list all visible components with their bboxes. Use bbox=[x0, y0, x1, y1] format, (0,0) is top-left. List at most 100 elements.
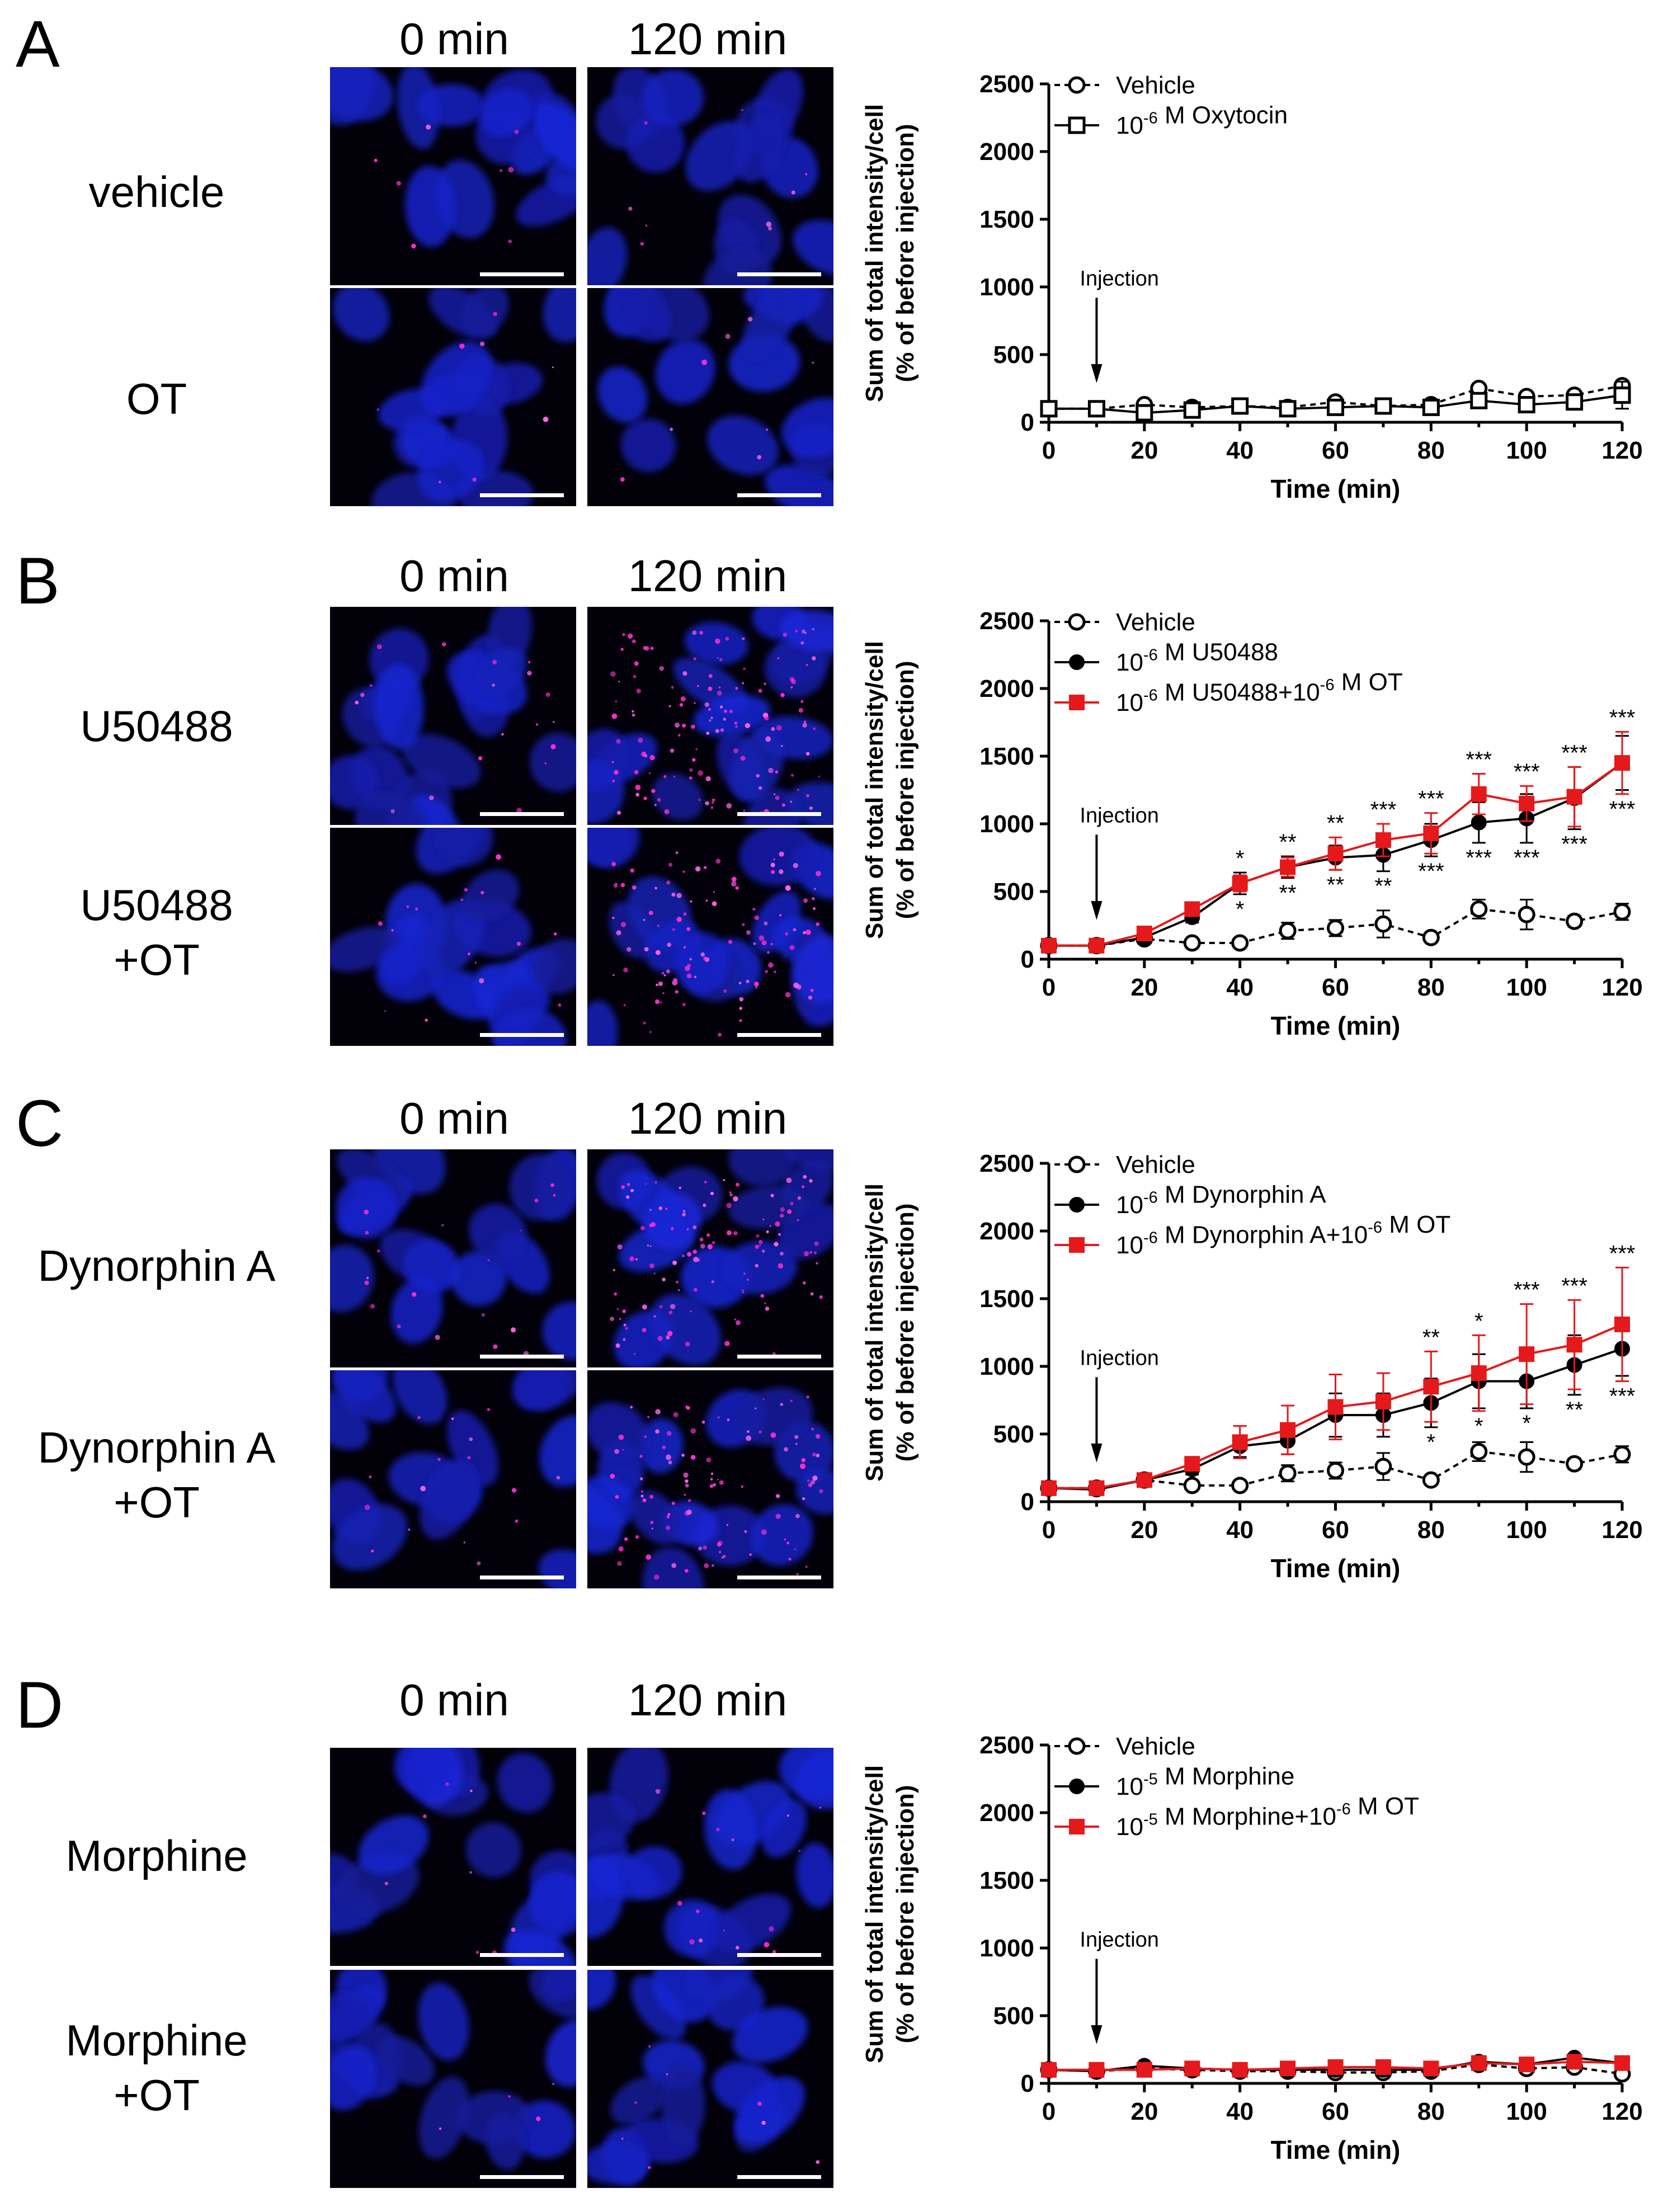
punctum bbox=[635, 793, 640, 797]
punctum bbox=[747, 1430, 750, 1433]
data-point bbox=[1183, 934, 1201, 952]
injection-annotation: Injection bbox=[1080, 804, 1159, 828]
significance-above: *** bbox=[1561, 1274, 1587, 1298]
row-label-line: Morphine bbox=[65, 1831, 248, 1880]
punctum bbox=[785, 932, 789, 936]
x-tick-label: 60 bbox=[1322, 437, 1349, 464]
nucleus bbox=[538, 1549, 576, 1588]
punctum bbox=[649, 1245, 652, 1247]
nucleus bbox=[477, 648, 527, 695]
punctum bbox=[500, 169, 503, 172]
punctum bbox=[673, 1412, 679, 1417]
scale-bar bbox=[480, 1953, 564, 1957]
punctum bbox=[704, 1181, 707, 1183]
punctum bbox=[789, 945, 795, 950]
punctum bbox=[744, 1530, 747, 1533]
micrograph bbox=[330, 607, 576, 825]
punctum bbox=[805, 173, 808, 176]
punctum bbox=[753, 942, 756, 945]
y-tick-label: 500 bbox=[993, 1421, 1034, 1448]
punctum bbox=[742, 682, 745, 685]
legend-label: Vehicle bbox=[1116, 609, 1195, 636]
punctum bbox=[816, 871, 821, 876]
micrograph bbox=[587, 288, 833, 506]
punctum bbox=[717, 1542, 722, 1547]
x-axis-label: Time (min) bbox=[1271, 1011, 1401, 1040]
data-point bbox=[1087, 400, 1105, 418]
punctum bbox=[699, 1237, 704, 1242]
punctum bbox=[553, 932, 557, 936]
punctum bbox=[685, 1342, 690, 1347]
x-tick-label: 100 bbox=[1506, 2098, 1547, 2125]
scale-bar bbox=[480, 493, 564, 497]
punctum bbox=[726, 1524, 728, 1526]
punctum bbox=[667, 942, 671, 947]
column-label: 0 min bbox=[399, 1675, 509, 1725]
punctum bbox=[672, 1260, 677, 1265]
punctum bbox=[460, 898, 463, 901]
punctum bbox=[654, 1574, 659, 1580]
punctum bbox=[370, 684, 373, 687]
punctum bbox=[733, 1196, 738, 1202]
x-tick-label: 80 bbox=[1417, 2098, 1445, 2125]
nucleus bbox=[332, 288, 390, 342]
data-point bbox=[1471, 786, 1487, 802]
punctum bbox=[747, 1279, 750, 1281]
punctum bbox=[508, 167, 514, 173]
punctum bbox=[629, 1256, 634, 1261]
punctum bbox=[611, 761, 614, 763]
punctum bbox=[612, 974, 615, 977]
punctum bbox=[713, 891, 715, 893]
x-tick-label: 20 bbox=[1130, 2098, 1158, 2125]
nucleus bbox=[693, 695, 771, 737]
data-point bbox=[1470, 900, 1488, 918]
punctum bbox=[706, 1457, 712, 1463]
significance-above: * bbox=[1474, 1309, 1483, 1333]
micrograph bbox=[587, 1748, 833, 1966]
nucleus bbox=[503, 1930, 576, 1966]
punctum bbox=[626, 947, 632, 952]
punctum bbox=[764, 921, 768, 926]
punctum bbox=[780, 1214, 784, 1218]
punctum bbox=[774, 970, 776, 974]
data-point bbox=[1327, 919, 1344, 937]
punctum bbox=[780, 1403, 784, 1406]
nucleus bbox=[587, 227, 628, 285]
punctum bbox=[481, 1313, 486, 1317]
nucleus bbox=[436, 828, 493, 866]
punctum bbox=[700, 952, 705, 957]
punctum bbox=[644, 947, 649, 952]
punctum bbox=[640, 1225, 645, 1230]
punctum bbox=[707, 1244, 713, 1249]
significance-below: *** bbox=[1514, 846, 1540, 870]
x-tick-label: 80 bbox=[1417, 437, 1445, 464]
punctum bbox=[514, 129, 519, 134]
y-tick-label: 1000 bbox=[979, 273, 1034, 301]
punctum bbox=[610, 1317, 614, 1321]
punctum bbox=[776, 725, 782, 731]
data-point bbox=[1136, 404, 1153, 422]
punctum bbox=[369, 1475, 372, 1479]
punctum bbox=[745, 723, 750, 728]
punctum bbox=[718, 686, 721, 688]
data-point bbox=[1518, 1448, 1535, 1466]
scale-bar bbox=[737, 1355, 821, 1359]
punctum bbox=[686, 1510, 692, 1515]
nucleus bbox=[358, 1815, 429, 1875]
punctum bbox=[743, 809, 746, 812]
punctum bbox=[802, 629, 805, 634]
punctum bbox=[811, 1480, 816, 1485]
punctum bbox=[653, 1315, 656, 1318]
data-point bbox=[1423, 825, 1439, 841]
data-point bbox=[1184, 2060, 1200, 2077]
punctum bbox=[755, 1263, 759, 1268]
punctum bbox=[558, 1003, 562, 1007]
punctum bbox=[641, 1490, 643, 1493]
punctum bbox=[692, 1249, 697, 1254]
punctum bbox=[715, 859, 721, 864]
punctum bbox=[693, 1287, 698, 1292]
punctum bbox=[723, 1554, 726, 1558]
scale-bar bbox=[480, 2175, 564, 2179]
punctum bbox=[668, 1460, 672, 1465]
series-2 bbox=[1041, 730, 1630, 954]
